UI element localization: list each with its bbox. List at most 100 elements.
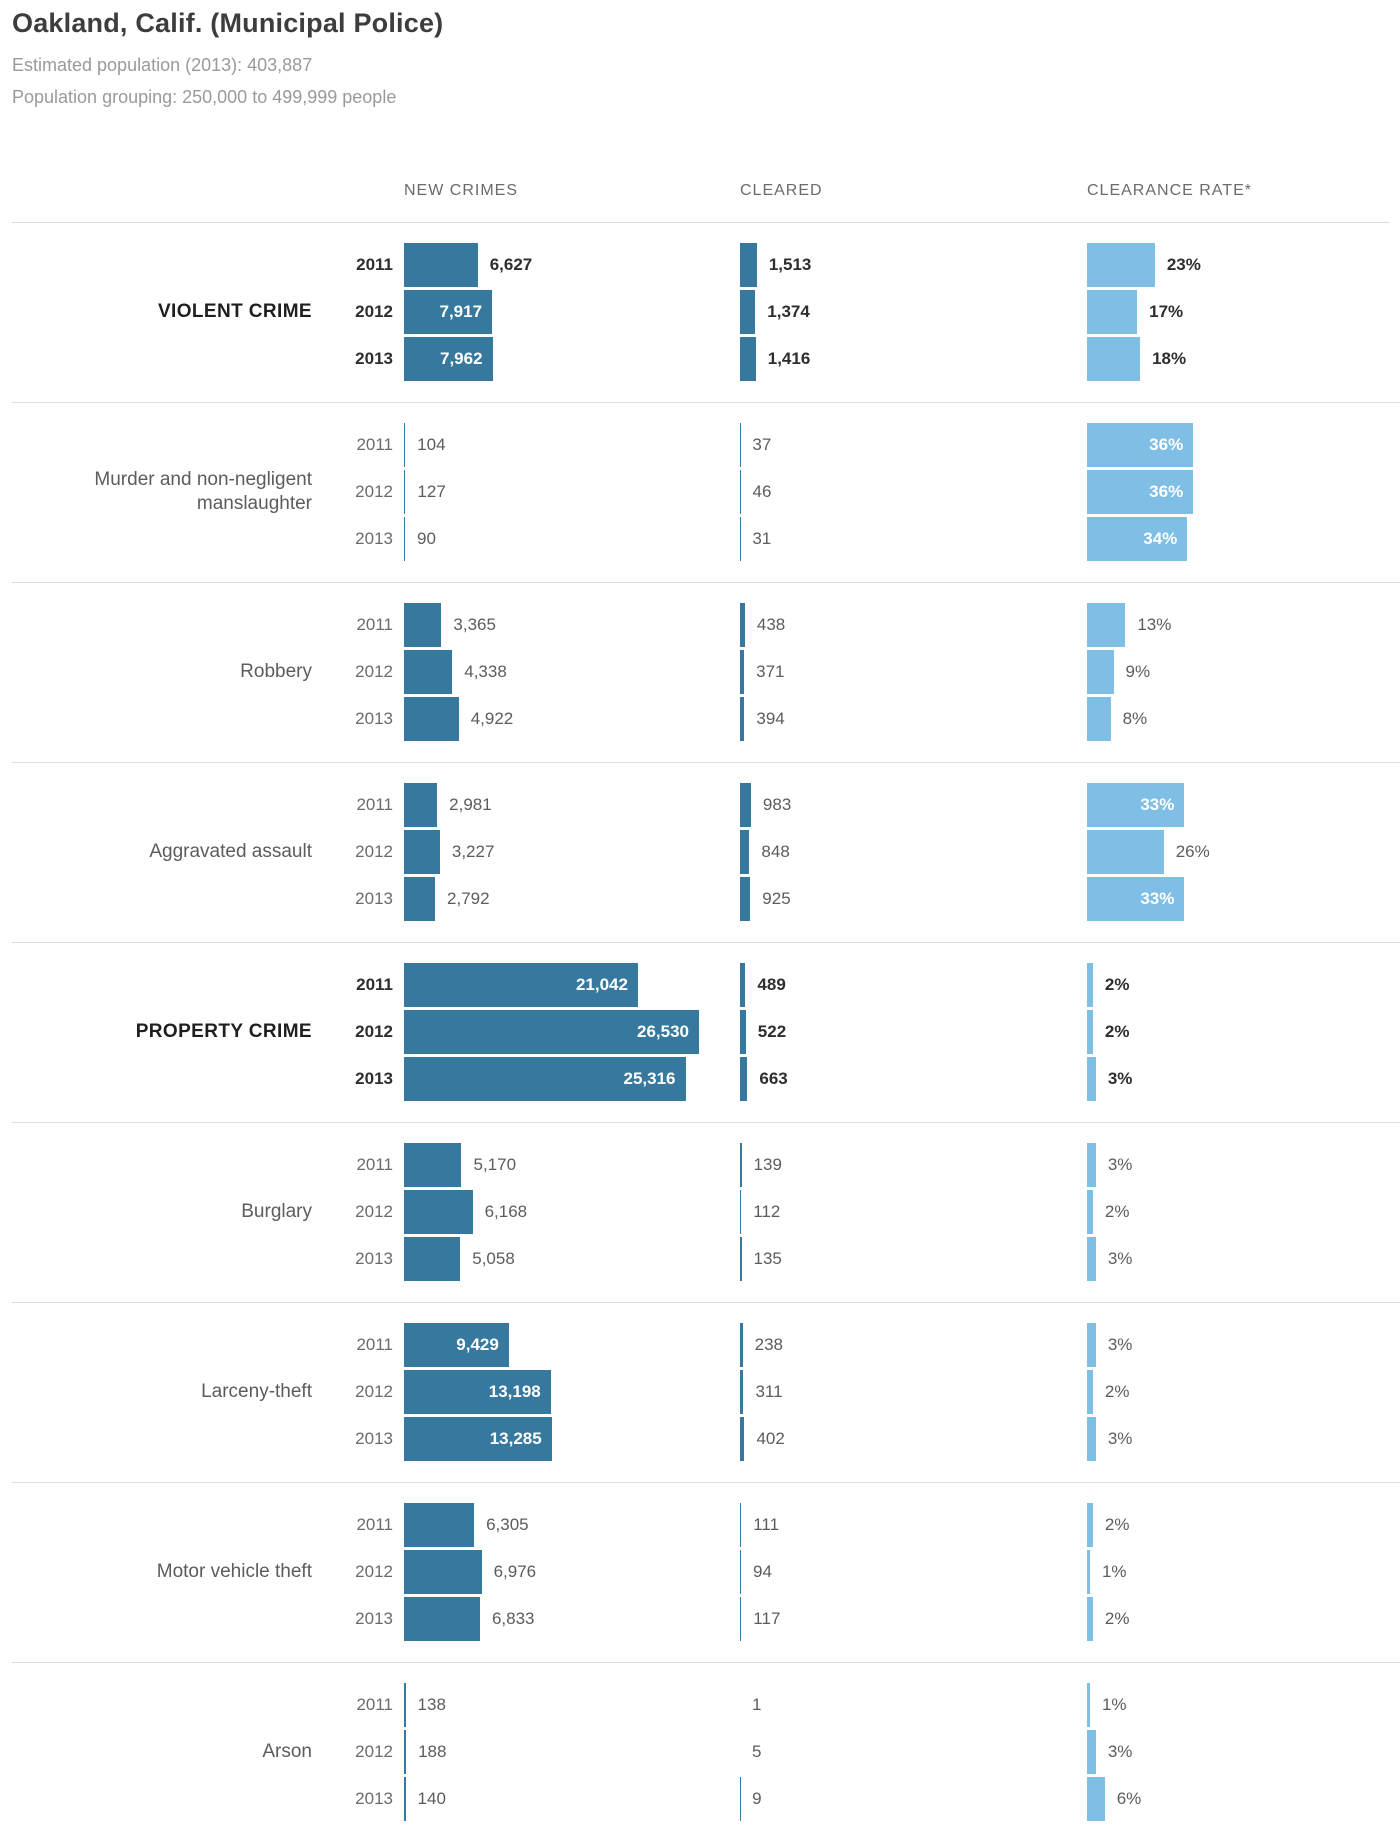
new-crimes-value: 6,976 [493, 1562, 537, 1581]
cleared-cell: 1,416 [740, 337, 1087, 381]
new-crimes-cell: 4,922 [404, 697, 740, 741]
clearance-rate-value: 3% [1107, 1742, 1133, 1761]
clearance-rate-cell: 2% [1087, 963, 1390, 1007]
new-crimes-cell: 138 [404, 1683, 740, 1727]
cleared-value: 238 [754, 1335, 784, 1354]
category-label: Aggravated assault [149, 841, 312, 862]
new-crimes-bar [404, 243, 478, 287]
new-crimes-bar [404, 1143, 462, 1187]
new-crimes-bar [404, 783, 438, 827]
year-label: 2012 [355, 1742, 393, 1761]
cleared-value: 1,374 [767, 302, 810, 321]
column-header-cleared: CLEARED [740, 182, 823, 199]
year-label: 2011 [356, 1515, 393, 1534]
cleared-cell: 37 [740, 423, 1087, 467]
crime-chart: VIOLENT CRIME 2011 6,627 1,513 23% 2012 … [12, 223, 1400, 1842]
new-crimes-cell: 2,981 [404, 783, 740, 827]
cleared-bar [740, 877, 751, 921]
section-rows: 2011 5,170 139 3% 2012 6,168 112 2% 2013 [312, 1143, 1390, 1281]
clearance-rate-cell: 1% [1087, 1550, 1390, 1594]
section-rows: 2011 138 1 1% 2012 188 5 3% 2013 [312, 1683, 1390, 1821]
cleared-value: 135 [753, 1249, 782, 1268]
column-header-new-crimes: NEW CRIMES [404, 182, 518, 199]
clearance-rate-bar: 33% [1087, 877, 1185, 921]
year-row: 2013 13,285 402 3% [312, 1417, 1390, 1461]
clearance-rate-bar [1087, 1417, 1096, 1461]
year-label: 2011 [356, 1155, 393, 1174]
clearance-rate-bar [1087, 963, 1093, 1007]
cleared-bar [740, 243, 757, 287]
year-label: 2011 [356, 615, 393, 634]
new-crimes-value: 188 [418, 1742, 447, 1761]
cleared-cell: 1 [740, 1683, 1087, 1727]
new-crimes-bar: 9,429 [404, 1323, 509, 1367]
new-crimes-bar: 26,530 [404, 1010, 699, 1054]
new-crimes-bar: 13,285 [404, 1417, 552, 1461]
cleared-cell: 522 [740, 1010, 1087, 1054]
new-crimes-value: 2,981 [449, 795, 492, 814]
clearance-rate-bar: 34% [1087, 517, 1188, 561]
section-rows: 2011 3,365 438 13% 2012 4,338 371 9% 201 [312, 603, 1390, 741]
cleared-value: 117 [753, 1609, 781, 1628]
crime-section: VIOLENT CRIME 2011 6,627 1,513 23% 2012 … [12, 223, 1400, 403]
year-label: 2013 [355, 889, 393, 908]
new-crimes-value: 6,833 [491, 1609, 535, 1628]
new-crimes-bar [404, 1190, 473, 1234]
cleared-cell: 1,374 [740, 290, 1087, 334]
category-label: Murder and non-negligent manslaughter [94, 469, 312, 514]
year-row: 2013 2,792 925 33% [312, 877, 1390, 921]
year-row: 2013 6,833 117 2% [312, 1597, 1390, 1641]
clearance-rate-cell: 3% [1087, 1057, 1390, 1101]
year-row: 2011 6,627 1,513 23% [312, 243, 1390, 287]
clearance-rate-cell: 9% [1087, 650, 1390, 694]
clearance-rate-cell: 33% [1087, 783, 1390, 827]
new-crimes-value: 138 [417, 1695, 446, 1714]
year-row: 2011 138 1 1% [312, 1683, 1390, 1727]
clearance-rate-value: 1% [1101, 1695, 1127, 1714]
year-label: 2011 [356, 1335, 393, 1354]
new-crimes-bar: 7,962 [404, 337, 493, 381]
cleared-bar [740, 1550, 742, 1594]
section-rows: 2011 21,042 489 2% 2012 26,530 522 2% 20 [312, 963, 1390, 1101]
year-row: 2011 104 37 36% [312, 423, 1390, 467]
section-rows: 2011 9,429 238 3% 2012 13,198 311 2% 201 [312, 1323, 1390, 1461]
new-crimes-cell: 21,042 [404, 963, 740, 1007]
new-crimes-cell: 127 [404, 470, 740, 514]
clearance-rate-cell: 33% [1087, 877, 1390, 921]
year-row: 2012 3,227 848 26% [312, 830, 1390, 874]
cleared-bar [740, 1143, 742, 1187]
year-label: 2012 [355, 302, 393, 321]
year-row: 2011 2,981 983 33% [312, 783, 1390, 827]
cleared-value: 311 [755, 1382, 783, 1401]
category-label: Arson [262, 1741, 312, 1762]
clearance-rate-bar [1087, 1190, 1093, 1234]
cleared-bar [740, 337, 756, 381]
clearance-rate-bar [1087, 1143, 1096, 1187]
cleared-bar [740, 1057, 748, 1101]
clearance-rate-cell: 6% [1087, 1777, 1390, 1821]
clearance-rate-cell: 17% [1087, 290, 1390, 334]
year-label: 2012 [355, 1382, 393, 1401]
clearance-rate-bar: 33% [1087, 783, 1185, 827]
clearance-rate-value: 2% [1104, 1609, 1130, 1628]
clearance-rate-cell: 1% [1087, 1683, 1390, 1727]
new-crimes-bar: 21,042 [404, 963, 638, 1007]
year-label: 2013 [355, 349, 393, 368]
year-row: 2013 90 31 34% [312, 517, 1390, 561]
crime-section: Robbery 2011 3,365 438 13% 2012 4,338 37… [12, 583, 1400, 763]
year-label: 2013 [355, 1789, 393, 1808]
clearance-rate-cell: 2% [1087, 1010, 1390, 1054]
new-crimes-value: 104 [417, 435, 446, 454]
clearance-rate-value: 23% [1166, 255, 1201, 274]
cleared-cell: 489 [740, 963, 1087, 1007]
year-label: 2013 [355, 1069, 393, 1088]
new-crimes-cell: 6,976 [404, 1550, 740, 1594]
cleared-value: 663 [759, 1069, 788, 1088]
clearance-rate-value: 1% [1101, 1562, 1127, 1581]
new-crimes-cell: 2,792 [404, 877, 740, 921]
cleared-cell: 925 [740, 877, 1087, 921]
new-crimes-bar [404, 650, 453, 694]
cleared-value: 489 [757, 975, 786, 994]
new-crimes-cell: 7,962 [404, 337, 740, 381]
cleared-cell: 139 [740, 1143, 1087, 1187]
